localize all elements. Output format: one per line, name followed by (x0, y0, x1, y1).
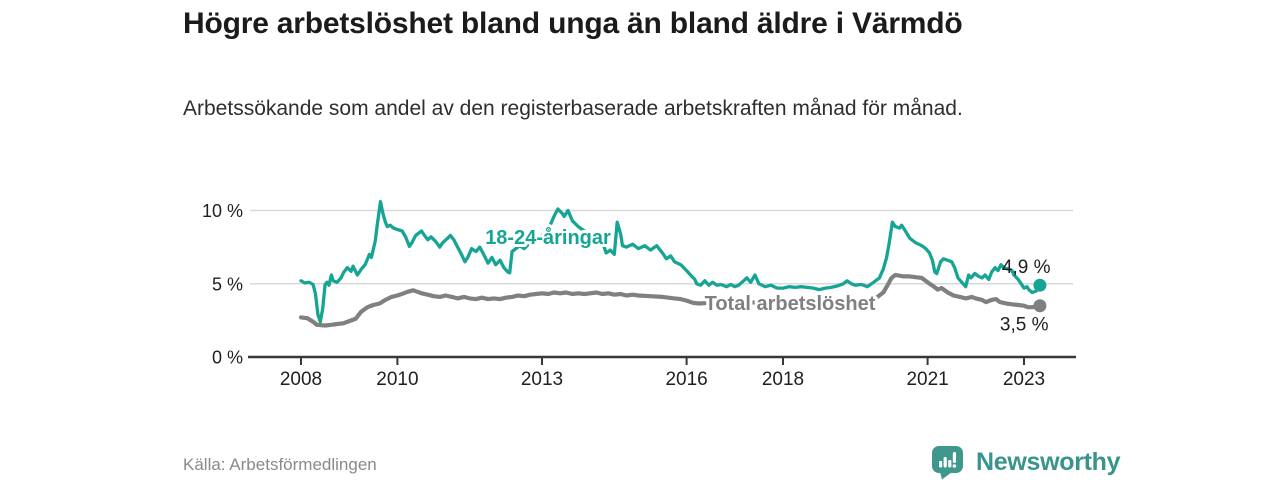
x-axis-label-2018: 2018 (762, 369, 804, 390)
x-axis-label-2008: 2008 (280, 369, 322, 390)
x-axis-label-2021: 2021 (906, 369, 948, 390)
logo-bar-1 (939, 460, 943, 467)
logo-exclamation-bar (952, 451, 956, 463)
x-axis-label-2013: 2013 (521, 369, 563, 390)
y-axis-label-10: 10 % (202, 201, 243, 221)
series-label-Total arbetslöshet: Total arbetslöshet (705, 293, 876, 315)
logo-bar-2 (943, 456, 947, 467)
y-axis-label-0: 0 % (212, 348, 243, 368)
x-axis-label-2016: 2016 (665, 369, 707, 390)
newsworthy-branding[interactable]: Newsworthy (931, 444, 1131, 480)
chart-subtitle: Arbetssökande som andel av den registerb… (183, 97, 963, 120)
logo-bubble (932, 445, 963, 473)
series-end-value-label-18-24-åringar: 4,9 % (1002, 257, 1051, 278)
newsworthy-logo-icon (932, 445, 963, 479)
source-note: Källa: Arbetsförmedlingen (183, 455, 377, 474)
logo-bubble-tail (940, 471, 952, 479)
series-line-Total arbetslöshet (298, 272, 1043, 328)
logo-exclamation-dot (952, 463, 957, 468)
page-title: Högre arbetslöshet bland unga än bland ä… (183, 7, 963, 40)
x-axis-label-2010: 2010 (376, 369, 418, 390)
brand-name: Newsworthy (976, 447, 1121, 476)
series-label-18-24-åringar: 18-24-åringar (485, 226, 611, 249)
series-end-value-label-Total arbetslöshet: 3,5 % (1000, 315, 1049, 336)
series-end-dot-Total arbetslöshet (1033, 299, 1047, 313)
series-end-dot-18-24-åringar (1033, 278, 1047, 292)
series-line-18-24-åringar (299, 200, 1042, 324)
y-axis-label-5: 5 % (212, 274, 243, 294)
x-axis-label-2023: 2023 (1003, 369, 1045, 390)
logo-bar-3 (948, 459, 952, 467)
